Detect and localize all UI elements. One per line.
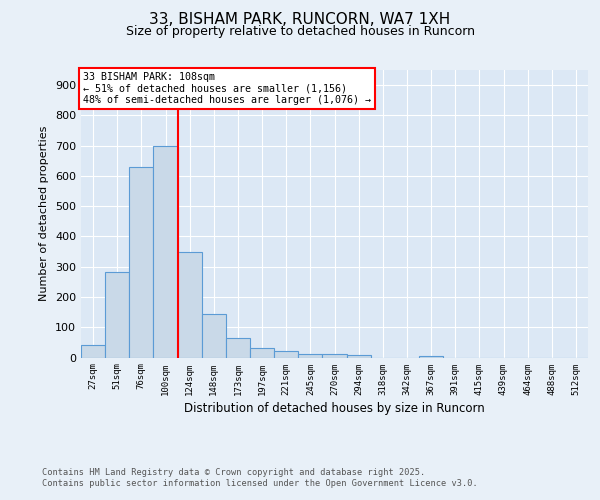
Bar: [202, 314, 226, 358]
Text: Contains HM Land Registry data © Crown copyright and database right 2025.: Contains HM Land Registry data © Crown c…: [42, 468, 425, 477]
Text: Contains public sector information licensed under the Open Government Licence v3: Contains public sector information licen…: [42, 480, 478, 488]
Bar: [250, 348, 274, 358]
Bar: [81, 345, 105, 358]
Bar: [154, 146, 178, 358]
Y-axis label: Number of detached properties: Number of detached properties: [40, 126, 49, 302]
Bar: [419, 356, 443, 358]
Text: 33, BISHAM PARK, RUNCORN, WA7 1XH: 33, BISHAM PARK, RUNCORN, WA7 1XH: [149, 12, 451, 26]
Bar: [105, 272, 129, 358]
Bar: [298, 354, 322, 358]
Bar: [226, 338, 250, 357]
X-axis label: Distribution of detached houses by size in Runcorn: Distribution of detached houses by size …: [184, 402, 485, 414]
Bar: [274, 352, 298, 358]
Bar: [129, 167, 154, 358]
Bar: [322, 354, 347, 358]
Text: Size of property relative to detached houses in Runcorn: Size of property relative to detached ho…: [125, 24, 475, 38]
Bar: [347, 355, 371, 358]
Text: 33 BISHAM PARK: 108sqm
← 51% of detached houses are smaller (1,156)
48% of semi-: 33 BISHAM PARK: 108sqm ← 51% of detached…: [83, 72, 371, 104]
Bar: [178, 252, 202, 358]
